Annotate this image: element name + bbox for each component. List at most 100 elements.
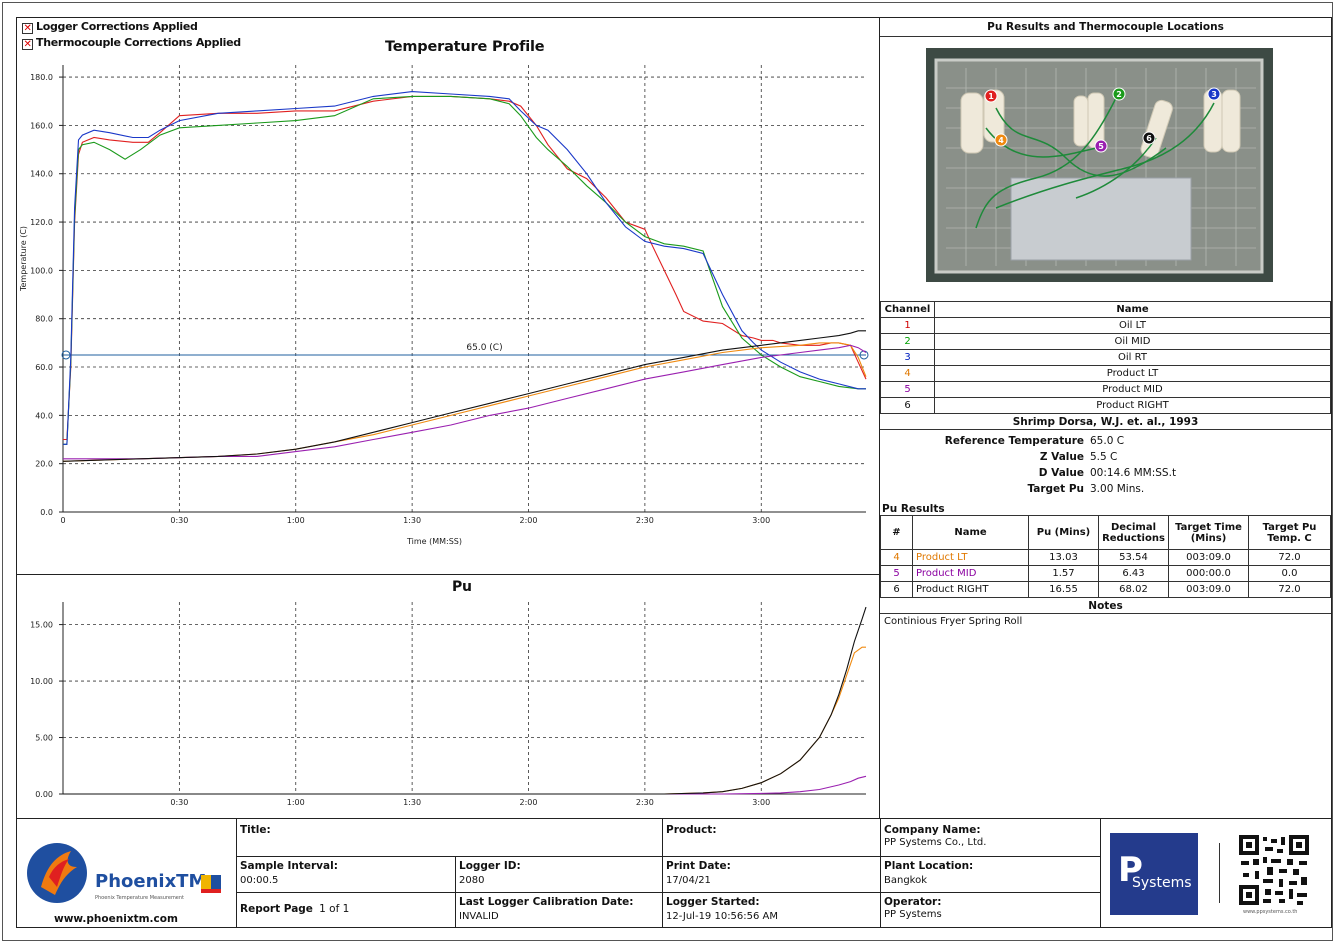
temperature-chart-title: Temperature Profile	[385, 39, 545, 55]
reference-label: 65.0 (C)	[466, 343, 502, 353]
x-tick-label: 1:00	[287, 798, 305, 807]
pu-name: Product RIGHT	[912, 581, 1029, 598]
photo-marker-3: 3	[1211, 90, 1217, 99]
reference-row: Target Pu 3.00 Mins.	[880, 483, 1144, 495]
y-tick-label: 5.00	[35, 734, 53, 743]
photo-marker-6: 6	[1146, 134, 1152, 143]
pu-number: 5	[880, 565, 913, 582]
channel-number: 3	[880, 349, 935, 366]
channel-row: 3 Oil RT	[880, 349, 1331, 366]
x-tick-label: 3:00	[752, 516, 770, 525]
y-tick-label: 60.0	[35, 363, 53, 372]
channel-row: 6 Product RIGHT	[880, 397, 1331, 414]
pu-number: 4	[880, 549, 913, 566]
pu-chart: 0.00 5.00 10.00 15.00 0:30 1:00 1:30 2:00 2:30 3:…	[30, 602, 867, 807]
print-date-label: Print Date:	[666, 860, 731, 872]
pu-name: Product LT	[912, 549, 1029, 566]
company-value: PP Systems Co., Ltd.	[884, 837, 987, 848]
product-label: Product:	[666, 824, 717, 836]
y-tick-label: 160.0	[30, 121, 53, 130]
photo-marker-4: 4	[998, 136, 1004, 145]
print-date-value: 17/04/21	[666, 875, 711, 886]
channel-table: Channel Name 1 Oil LT 2 Oil MID 3 Oil RT 4 Prod…	[880, 301, 1331, 414]
target-pu-temp: 72.0	[1248, 581, 1331, 598]
series-line-product-mid	[63, 775, 867, 795]
channel-number: 4	[880, 365, 935, 382]
channel-row: 5 Product MID	[880, 381, 1331, 398]
legend-logger-corrections[interactable]: ✕ Logger Corrections Applied	[22, 20, 198, 34]
pu-value: 16.55	[1028, 581, 1099, 598]
col-header-name: Name	[934, 301, 1331, 318]
x-tick-label: 1:30	[403, 516, 421, 525]
y-tick-label: 80.0	[35, 315, 53, 324]
reference-value: 5.5 C	[1090, 451, 1118, 463]
reference-row: Z Value 5.5 C	[880, 451, 1117, 463]
temperature-chart: 0.0 20.0 40.0 60.0 80.0 100.0 120.0 140.0 160.0 1…	[19, 65, 869, 546]
calibration-label: Last Logger Calibration Date:	[459, 896, 634, 908]
target-pu-temp: 72.0	[1248, 549, 1331, 566]
y-tick-label: 180.0	[30, 73, 53, 82]
reference-key: Z Value	[1039, 451, 1084, 463]
logger-started-value: 12-Jul-19 10:56:56 AM	[666, 911, 779, 922]
logger-started-label: Logger Started:	[666, 896, 760, 908]
report-page-label: Report Page	[240, 903, 313, 915]
reference-key: D Value	[1038, 467, 1084, 479]
x-tick-label: 1:30	[403, 798, 421, 807]
photo-marker-1: 1	[988, 92, 994, 101]
decimal-reductions: 68.02	[1098, 581, 1169, 598]
title-label: Title:	[240, 824, 271, 836]
y-tick-label: 10.00	[30, 677, 53, 686]
y-axis-label: Temperature (C)	[19, 226, 28, 292]
thermocouple-photo: 1 2 3 4 5 6	[926, 48, 1273, 282]
pu-name: Product MID	[912, 565, 1029, 582]
phoenix-logo-text: PhoenixTM	[95, 871, 206, 892]
reference-row: D Value 00:14.6 MM:SS.t	[880, 467, 1176, 479]
x-tick-label: 2:00	[520, 516, 538, 525]
report-page-value: 1 of 1	[319, 903, 350, 915]
divider	[16, 17, 1332, 18]
website-link[interactable]: www.phoenixtm.com	[54, 913, 178, 925]
pu-results-table: # Name Pu (Mins) Decimal Reductions Targ…	[880, 515, 1331, 598]
channel-name: Product RIGHT	[934, 397, 1331, 414]
y-tick-label: 40.0	[35, 411, 53, 420]
checkbox-icon[interactable]: ✕	[22, 23, 33, 34]
channel-name: Oil RT	[934, 349, 1331, 366]
x-tick-label: 0	[60, 516, 65, 525]
col-header-decimal-reductions: Decimal Reductions	[1098, 515, 1169, 550]
target-time: 003:09.0	[1168, 549, 1249, 566]
operator-value: PP Systems	[884, 909, 942, 920]
right-panel: Pu Results and Thermocouple Locations	[880, 17, 1331, 818]
y-tick-label: 20.0	[35, 460, 53, 469]
channel-row: 1 Oil LT	[880, 317, 1331, 334]
notes-text: Continious Fryer Spring Roll	[884, 616, 1023, 627]
logger-id-value: 2080	[459, 875, 485, 886]
series-line-product-right	[63, 606, 867, 795]
channel-number: 5	[880, 381, 935, 398]
pu-row: 6 Product RIGHT 16.55 68.02 003:09.0 72.0	[880, 581, 1331, 598]
reference-title: Shrimp Dorsa, W.J. et. al., 1993	[880, 413, 1331, 430]
divider	[16, 17, 17, 818]
pu-value: 13.03	[1028, 549, 1099, 566]
pu-row: 5 Product MID 1.57 6.43 000:00.0 0.0	[880, 565, 1331, 582]
col-header-number: #	[880, 515, 913, 550]
company-label: Company Name:	[884, 824, 981, 836]
x-tick-label: 0:30	[170, 798, 188, 807]
logger-id-label: Logger ID:	[459, 860, 521, 872]
channel-name: Product MID	[934, 381, 1331, 398]
checkbox-icon[interactable]: ✕	[22, 39, 33, 50]
sample-interval-value: 00:00.5	[240, 875, 279, 886]
series-line-product-right	[62, 330, 866, 462]
pu-row: 4 Product LT 13.03 53.54 003:09.0 72.0	[880, 549, 1331, 566]
channel-row: 2 Oil MID	[880, 333, 1331, 350]
legend-thermocouple-corrections[interactable]: ✕ Thermocouple Corrections Applied	[22, 36, 241, 50]
series-line-product-mid	[63, 344, 867, 460]
photo-marker-2: 2	[1116, 90, 1122, 99]
y-tick-label: 15.00	[30, 621, 53, 630]
target-time: 000:00.0	[1168, 565, 1249, 582]
qr-code-icon[interactable]	[1239, 835, 1309, 905]
phoenix-logo-sub: Phoenix Temperature Measurement	[95, 895, 184, 901]
col-header-channel: Channel	[880, 301, 935, 318]
y-tick-label: 0.00	[35, 790, 53, 799]
channel-number: 6	[880, 397, 935, 414]
right-panel-header: Pu Results and Thermocouple Locations	[880, 17, 1331, 37]
